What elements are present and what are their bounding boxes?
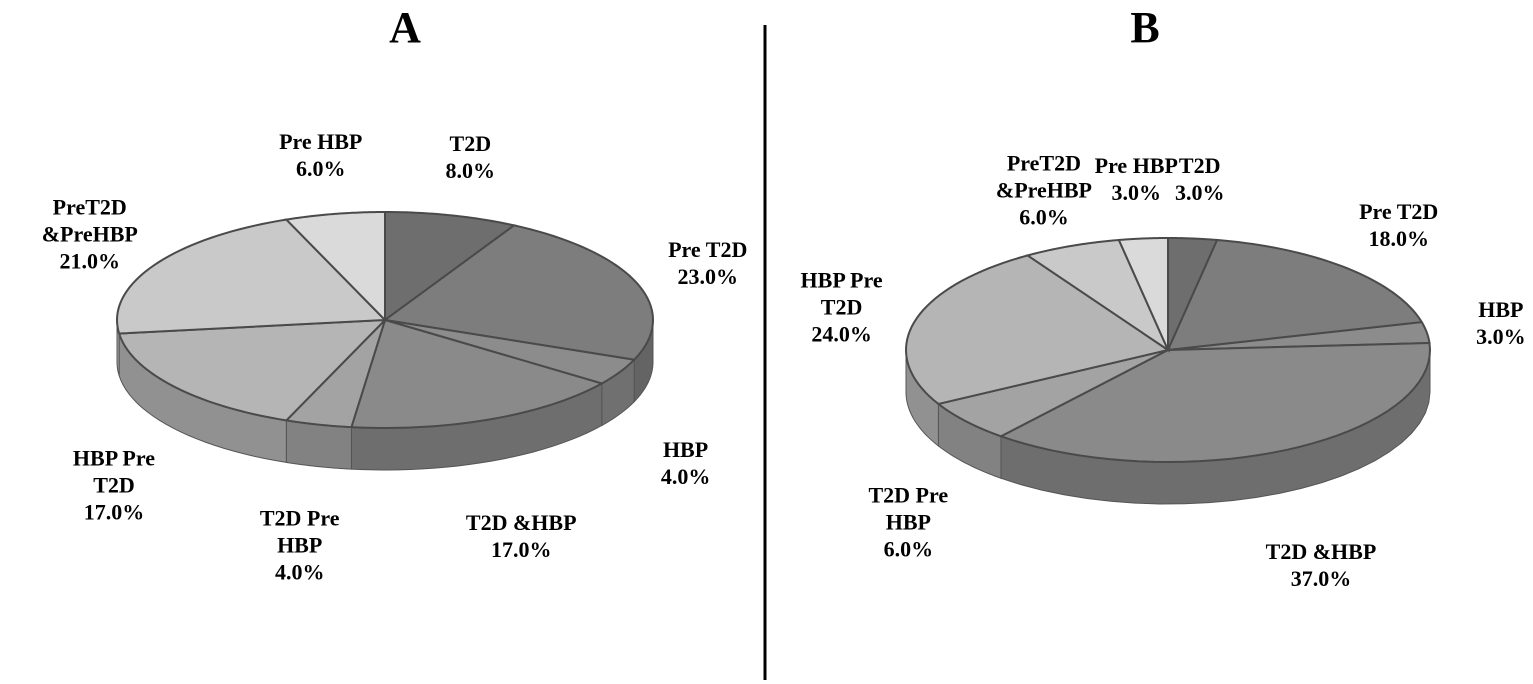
slice-side — [285, 419, 352, 470]
slice-top — [1167, 321, 1431, 351]
label-name: HBP — [662, 436, 709, 462]
label-value: 8.0% — [445, 158, 496, 184]
slice-top — [936, 349, 1169, 438]
data-label: T2D &HBP 37.0% — [1261, 538, 1381, 592]
slice-top — [1025, 238, 1171, 353]
slice-top — [1166, 238, 1424, 352]
data-label: HBP Pre T2D 24.0% — [782, 267, 902, 348]
label-value: 4.0% — [660, 463, 711, 489]
label-name: Pre HBP — [279, 128, 363, 154]
label-name: HBP Pre T2D — [72, 445, 156, 498]
label-value: 37.0% — [1290, 566, 1352, 592]
label-name: Pre T2D — [1359, 198, 1439, 224]
slice-top — [350, 318, 605, 429]
data-label: T2D Pre HBP 6.0% — [848, 481, 968, 562]
label-name: HBP — [1478, 297, 1524, 323]
label-name: T2D — [1178, 152, 1221, 178]
slice — [1167, 321, 1431, 351]
slice — [1025, 238, 1171, 353]
label-value: 17.0% — [83, 499, 145, 525]
data-label: Pre T2D 23.0% — [648, 236, 768, 290]
label-name: PreT2D &PreHBP — [41, 194, 138, 247]
data-label: Pre T2D 18.0% — [1339, 198, 1459, 252]
label-value: 17.0% — [490, 537, 552, 563]
slice-top — [117, 318, 388, 422]
label-value: 24.0% — [811, 321, 872, 347]
data-label: T2D 3.0% — [1140, 152, 1260, 206]
label-value: 6.0% — [295, 155, 346, 181]
data-label: PreT2D &PreHBP 21.0% — [30, 194, 150, 275]
slice — [284, 319, 386, 470]
label-value: 3.0% — [1111, 179, 1162, 205]
data-label: T2D &HBP 17.0% — [461, 509, 581, 563]
data-label: Pre HBP 3.0% — [1076, 152, 1196, 206]
data-label: HBP 3.0% — [1441, 296, 1533, 350]
label-name: T2D Pre HBP — [868, 482, 949, 535]
slice — [116, 218, 388, 376]
slice — [384, 319, 637, 427]
label-name: T2D Pre HBP — [259, 505, 340, 558]
slice — [936, 349, 1169, 480]
label-value: 6.0% — [883, 536, 934, 562]
slice-top — [998, 341, 1432, 463]
slice-top — [382, 224, 654, 361]
label-name: T2D &HBP — [465, 510, 577, 536]
slice — [384, 210, 517, 322]
data-label: PreT2D &PreHBP 6.0% — [984, 150, 1104, 231]
slice-top — [1117, 236, 1169, 351]
slice — [998, 341, 1432, 505]
label-value: 18.0% — [1368, 225, 1429, 251]
data-label: T2D 8.0% — [410, 130, 530, 184]
slice-top — [116, 218, 388, 335]
label-value: 23.0% — [677, 264, 738, 290]
slice-top — [384, 319, 637, 385]
label-value: 21.0% — [59, 248, 121, 274]
slice — [117, 318, 388, 464]
slice — [1166, 238, 1424, 352]
label-name: T2D — [449, 131, 492, 157]
label-name: PreT2D &PreHBP — [995, 150, 1092, 203]
slice-top — [384, 210, 517, 322]
slice-top — [284, 319, 386, 429]
label-value: 6.0% — [1019, 204, 1069, 230]
slice-top — [284, 210, 386, 323]
slice — [905, 254, 1171, 447]
label-value: 3.0% — [1476, 324, 1526, 350]
chart-title: B — [1130, 3, 1160, 52]
data-label: Pre HBP 6.0% — [261, 128, 381, 182]
slice-top — [905, 254, 1171, 406]
slice — [284, 210, 386, 323]
data-label: HBP Pre T2D 17.0% — [54, 444, 174, 525]
label-name: HBP Pre T2D — [800, 267, 883, 320]
slice — [1117, 236, 1169, 351]
data-label: HBP 4.0% — [626, 436, 746, 490]
label-name: Pre HBP — [1094, 152, 1178, 178]
label-name: Pre T2D — [668, 237, 748, 263]
label-value: 3.0% — [1174, 179, 1225, 205]
label-name: T2D &HBP — [1265, 539, 1377, 565]
data-label: T2D Pre HBP 4.0% — [240, 504, 360, 585]
chart-title: A — [389, 3, 421, 52]
label-value: 4.0% — [274, 559, 325, 585]
